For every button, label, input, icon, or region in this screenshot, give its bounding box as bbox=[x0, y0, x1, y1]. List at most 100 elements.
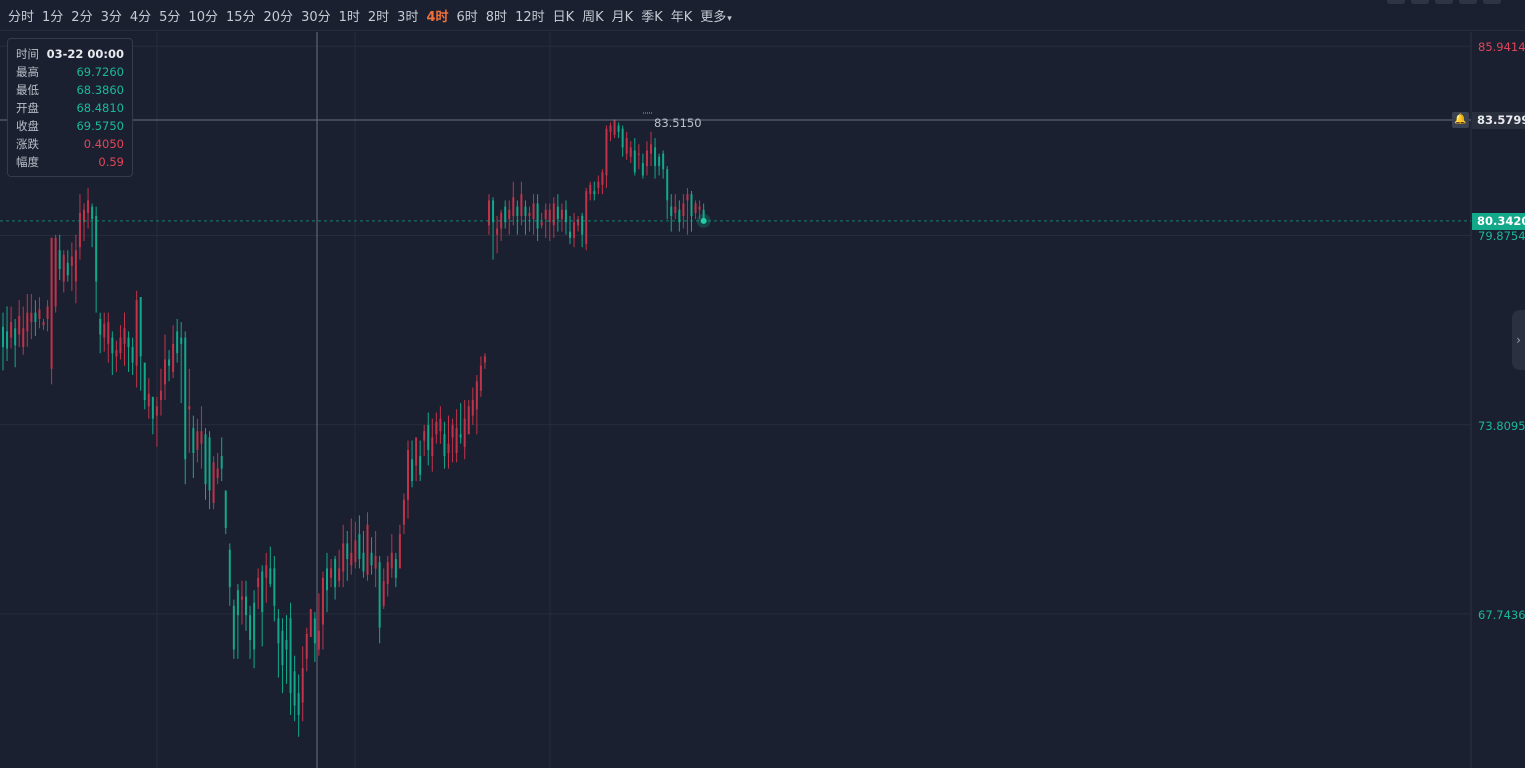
timeframe-4[interactable]: 4分 bbox=[129, 9, 152, 25]
candle-body bbox=[212, 462, 215, 503]
timeframe-5[interactable]: 5分 bbox=[159, 9, 181, 25]
candle-body bbox=[196, 431, 199, 450]
candle-body bbox=[609, 125, 612, 132]
info-value: 0.4050 bbox=[83, 137, 124, 151]
candle-body bbox=[577, 219, 580, 226]
info-label: 开盘 bbox=[16, 101, 39, 115]
candle-body bbox=[605, 128, 608, 176]
timeframe-2[interactable]: 2分 bbox=[71, 9, 93, 25]
candle-body bbox=[50, 237, 53, 369]
candle-body bbox=[407, 449, 409, 500]
candle-body bbox=[560, 209, 563, 220]
candle-body bbox=[585, 191, 588, 245]
candle-body bbox=[658, 156, 661, 167]
candle-body bbox=[240, 596, 243, 600]
info-label: 最低 bbox=[16, 83, 39, 97]
candle-body bbox=[309, 608, 312, 638]
candle-body bbox=[386, 562, 389, 584]
more-timeframes-dropdown[interactable]: 更多 bbox=[700, 6, 732, 25]
timeframe-21[interactable]: 年K bbox=[670, 9, 693, 25]
candle-body bbox=[346, 543, 349, 560]
candle-body bbox=[492, 200, 495, 223]
info-row: 最高 69.7260 bbox=[16, 63, 124, 81]
timeframe-10[interactable]: 1时 bbox=[338, 9, 360, 25]
candle-body bbox=[42, 322, 45, 326]
candle-body bbox=[682, 203, 685, 216]
candle-body bbox=[573, 222, 576, 238]
candle-body bbox=[236, 590, 239, 616]
timeframe-16[interactable]: 12时 bbox=[515, 9, 545, 25]
info-label: 最高 bbox=[16, 65, 39, 79]
timeframe-13[interactable]: 4时 bbox=[426, 9, 449, 25]
candle-body bbox=[625, 138, 628, 154]
candle-body bbox=[208, 437, 211, 491]
timeframe-11[interactable]: 2时 bbox=[367, 9, 390, 25]
toolbar-button-3[interactable] bbox=[1459, 0, 1477, 4]
candle-body bbox=[87, 200, 90, 213]
candle-body bbox=[232, 605, 235, 650]
candle-body bbox=[637, 153, 640, 155]
timeframe-9[interactable]: 30分 bbox=[301, 9, 331, 25]
timeframe-6[interactable]: 10分 bbox=[188, 9, 218, 25]
price-alert-bell-icon[interactable]: 🔔 bbox=[1452, 111, 1469, 128]
candle-body bbox=[479, 365, 482, 391]
candle-body bbox=[103, 323, 106, 338]
toolbar-button-2[interactable] bbox=[1435, 0, 1453, 4]
candle-body bbox=[115, 350, 118, 357]
info-value: 68.4810 bbox=[76, 101, 124, 115]
candle-body bbox=[544, 209, 547, 220]
candle-body bbox=[496, 228, 499, 235]
candle-body bbox=[66, 262, 69, 276]
candle-body bbox=[483, 356, 486, 363]
candle-body bbox=[427, 424, 430, 450]
timeframe-1[interactable]: 1分 bbox=[42, 9, 64, 25]
timeframe-7[interactable]: 15分 bbox=[225, 9, 256, 25]
candle-body bbox=[249, 615, 252, 641]
toolbar-button-1[interactable] bbox=[1411, 0, 1429, 4]
candle-body bbox=[435, 421, 438, 435]
candle-body bbox=[317, 630, 320, 650]
candle-body bbox=[34, 312, 37, 323]
candle-body bbox=[593, 191, 596, 195]
timeframe-15[interactable]: 8时 bbox=[485, 9, 508, 25]
candle-body bbox=[159, 390, 162, 400]
timeframe-0[interactable]: 分时 bbox=[8, 9, 35, 25]
candle-body bbox=[621, 128, 624, 148]
candle-body bbox=[224, 490, 227, 528]
candle-body bbox=[297, 693, 300, 715]
candle-body bbox=[528, 212, 531, 216]
info-row: 时间 03-22 00:00 bbox=[16, 45, 124, 63]
candle-body bbox=[500, 212, 503, 229]
timeframe-17[interactable]: 日K bbox=[552, 9, 575, 25]
candle-body bbox=[135, 300, 138, 366]
candle-body bbox=[569, 231, 571, 238]
candle-body bbox=[698, 206, 701, 210]
candle-body bbox=[18, 315, 21, 335]
candle-body bbox=[524, 206, 527, 216]
candle-body bbox=[139, 297, 142, 357]
timeframe-14[interactable]: 6时 bbox=[456, 9, 478, 25]
expand-panel-chevron-right-icon[interactable]: › bbox=[1512, 310, 1525, 370]
candle-body bbox=[257, 577, 260, 588]
timeframe-3[interactable]: 3分 bbox=[100, 9, 122, 25]
candle-body bbox=[394, 559, 397, 578]
candle-body bbox=[70, 256, 73, 266]
toolbar-button-4[interactable] bbox=[1483, 0, 1501, 4]
candle-body bbox=[532, 203, 535, 220]
candle-body bbox=[678, 209, 681, 223]
candle-body bbox=[581, 216, 584, 235]
candle-body bbox=[694, 203, 697, 213]
timeframe-12[interactable]: 3时 bbox=[397, 9, 419, 25]
candle-body bbox=[46, 306, 49, 319]
toolbar-button-0[interactable] bbox=[1387, 0, 1405, 4]
timeframe-18[interactable]: 周K bbox=[582, 9, 604, 25]
candle-body bbox=[488, 200, 490, 226]
timeframe-19[interactable]: 月K bbox=[611, 9, 634, 25]
candle-body bbox=[228, 549, 231, 588]
candle-body bbox=[463, 418, 466, 447]
timeframe-20[interactable]: 季K bbox=[641, 9, 663, 25]
timeframe-8[interactable]: 20分 bbox=[263, 9, 294, 25]
candle-body bbox=[6, 331, 9, 349]
info-row: 涨跌 0.4050 bbox=[16, 135, 124, 153]
